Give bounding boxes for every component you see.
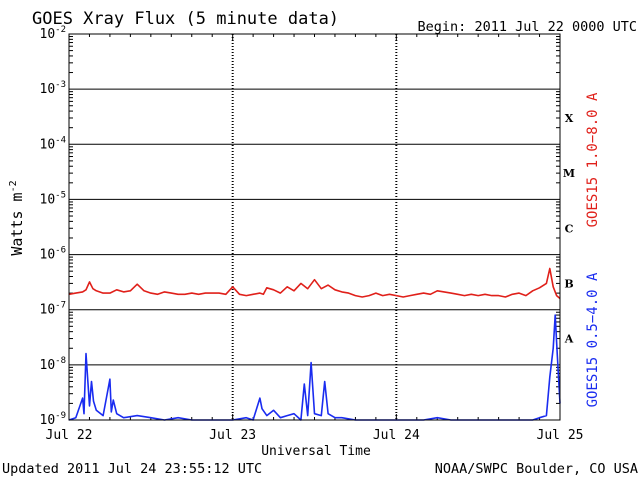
flare-class-labels: X M C B A [563, 112, 575, 346]
y-tick-base: 10 [40, 303, 56, 318]
y-tick-base: 10 [40, 27, 56, 42]
x-tick-labels: Jul 22 Jul 23 Jul 24 Jul 25 [46, 428, 584, 443]
y-tick-exponent: -8 [55, 356, 66, 366]
y-tick-exponent: -2 [55, 25, 66, 35]
credit-text: NOAA/SWPC Boulder, CO USA [435, 461, 638, 477]
y-tick-exponent: -6 [55, 246, 66, 256]
y-axis-label-exponent: -2 [8, 180, 19, 192]
y-tick-exponent: -7 [55, 301, 66, 311]
x-axis-label: Universal Time [261, 444, 371, 459]
y-tick-label: 10-5 [40, 190, 67, 207]
flare-class-label: C [565, 222, 574, 235]
begin-time: Begin: 2011 Jul 22 0000 UTC [418, 19, 637, 35]
y-tick-label: 10-2 [40, 25, 67, 42]
flare-class-label: A [564, 333, 574, 346]
x-tick-label: Jul 23 [209, 428, 256, 443]
y-tick-label: 10-9 [40, 411, 67, 428]
grid [68, 33, 560, 421]
x-tick-label: Jul 24 [373, 428, 420, 443]
series-line-long [68, 267, 561, 300]
updated-timestamp: Updated 2011 Jul 24 23:55:12 UTC [2, 461, 262, 477]
y-tick-exponent: -3 [55, 80, 66, 90]
y-tick-label: 10-8 [40, 356, 67, 373]
y-tick-base: 10 [40, 413, 56, 428]
flare-class-label: M [563, 167, 575, 180]
series-label-short: GOES15 0.5−4.0 A [585, 272, 601, 407]
series-line-short [68, 314, 561, 421]
y-tick-base: 10 [40, 82, 56, 97]
y-tick-label: 10-6 [40, 246, 67, 263]
y-tick-label: 10-4 [40, 135, 67, 152]
y-axis-label: Watts m-2 [8, 180, 26, 255]
series-label-long: GOES15 1.0−8.0 A [585, 92, 601, 227]
y-tick-labels: 10-210-310-410-510-610-710-810-9 [40, 25, 67, 428]
y-tick-base: 10 [40, 358, 56, 373]
series-lines [68, 267, 561, 421]
y-tick-label: 10-3 [40, 80, 67, 97]
x-tick-label: Jul 25 [537, 428, 584, 443]
y-tick-base: 10 [40, 192, 56, 207]
x-tick-label: Jul 22 [46, 428, 93, 443]
y-tick-base: 10 [40, 137, 56, 152]
y-tick-base: 10 [40, 248, 56, 263]
flare-class-label: X [565, 112, 574, 125]
y-tick-exponent: -4 [55, 135, 66, 145]
y-tick-exponent: -9 [55, 411, 66, 421]
flare-class-label: B [564, 277, 573, 290]
chart-title: GOES Xray Flux (5 minute data) [32, 9, 339, 29]
y-axis-label-text: Watts m [8, 192, 26, 255]
y-tick-label: 10-7 [40, 301, 67, 318]
plot-frame [68, 33, 561, 421]
y-tick-exponent: -5 [55, 190, 66, 200]
